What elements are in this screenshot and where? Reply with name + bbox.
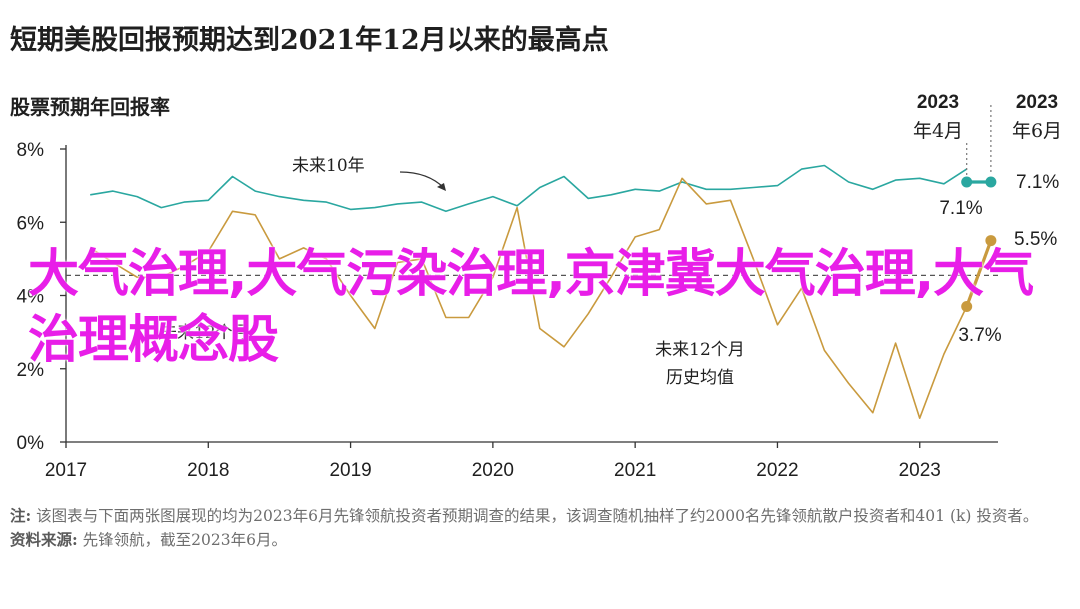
x-axis: 2017 2018 2019 2020 2021 2022 2023 bbox=[45, 441, 998, 481]
y-tick-label: 4% bbox=[17, 287, 45, 308]
ten-year-series-label: 未来10年 bbox=[292, 156, 365, 176]
source-line: 资料来源: 先锋领航，截至2023年6月。 bbox=[10, 528, 1070, 552]
ten-year-jun-value-label: 7.1% bbox=[1016, 172, 1059, 193]
jun-2023-month-label: 年6月 bbox=[1012, 120, 1062, 142]
note-label: 注: bbox=[10, 506, 32, 525]
chart-title: 短期美股回报预期达到2021年12月以来的最高点 bbox=[10, 25, 609, 56]
x-tick-label: 2018 bbox=[187, 460, 229, 481]
x-tick-label: 2019 bbox=[329, 460, 371, 481]
note-text: 该图表与下面两张图展现的均为2023年6月先锋领航投资者预期调查的结果，该调查随… bbox=[36, 507, 1039, 525]
series-point-marker bbox=[961, 176, 973, 188]
x-tick-label: 2017 bbox=[45, 460, 87, 481]
line-chart: 0%2%4%6%8% 2017 2018 2019 2020 2021 2022 2023 … bbox=[17, 92, 1063, 481]
x-tick-label: 2023 bbox=[899, 460, 941, 481]
footnotes: 注: 该图表与下面两张图展现的均为2023年6月先锋领航投资者预期调查的结果，该… bbox=[10, 504, 1070, 552]
y-tick-label: 0% bbox=[17, 433, 45, 454]
apr-2023-month-label: 年4月 bbox=[913, 120, 963, 142]
y-tick-label: 8% bbox=[17, 140, 45, 161]
twelve-month-apr-value-label: 3.7% bbox=[958, 325, 1001, 346]
source-label: 资料来源: bbox=[10, 530, 78, 549]
source-text: 先锋领航，截至2023年6月。 bbox=[82, 531, 287, 549]
x-tick-label: 2020 bbox=[472, 460, 514, 481]
chart-subtitle: 股票预期年回报率 bbox=[10, 95, 170, 119]
series-point-marker bbox=[985, 176, 997, 188]
x-tick-label: 2021 bbox=[614, 460, 656, 481]
ten-year-apr-value-label: 7.1% bbox=[939, 198, 982, 219]
jun-2023-year-label: 2023 bbox=[1016, 92, 1058, 113]
x-tick-label: 2022 bbox=[756, 460, 798, 481]
series-point-marker bbox=[961, 300, 973, 312]
y-tick-label: 2% bbox=[17, 360, 45, 381]
markers-layer bbox=[961, 176, 997, 312]
series-point-marker bbox=[985, 235, 997, 247]
historical-average-label-line2: 历史均值 bbox=[666, 368, 734, 388]
series-line-ten-year bbox=[90, 164, 968, 213]
twelve-month-jun-value-label: 5.5% bbox=[1014, 229, 1057, 250]
y-axis: 0% 2% 4% 6% 8% bbox=[17, 140, 67, 454]
ten-year-callout-arrow bbox=[399, 171, 445, 189]
y-tick-label: 6% bbox=[17, 213, 45, 234]
watermark-overlay: 大气治理,大气污染治理,京津冀大气治理,大气治理概念股 bbox=[28, 245, 1034, 370]
historical-average-label-line1: 未来12个月 bbox=[655, 340, 745, 360]
series-line-twelve-month-recent bbox=[965, 240, 993, 308]
note-line: 注: 该图表与下面两张图展现的均为2023年6月先锋领航投资者预期调查的结果，该… bbox=[10, 504, 1070, 528]
series-line-twelve-month bbox=[89, 177, 968, 420]
twelve-month-series-label: 未来12个月 bbox=[160, 323, 250, 343]
ten-year-callout-arrowhead bbox=[437, 183, 446, 191]
apr-2023-year-label: 2023 bbox=[917, 92, 959, 113]
